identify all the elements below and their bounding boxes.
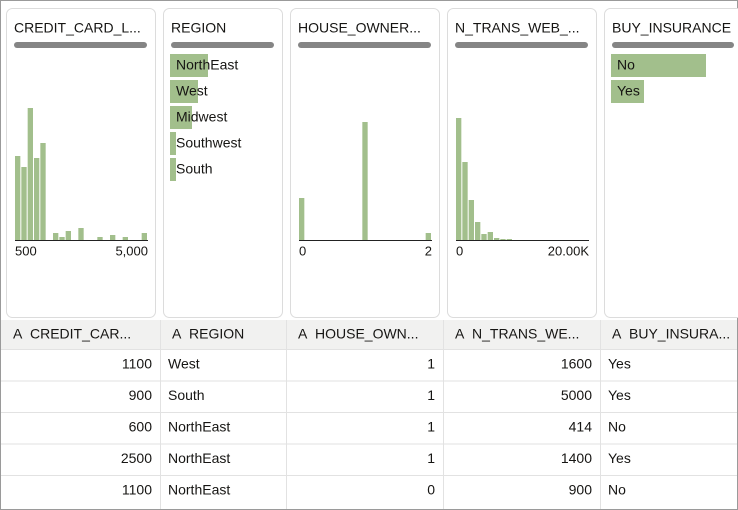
histogram-bar — [481, 234, 487, 240]
column-card[interactable]: N_TRANS_WEB_... 0 20.00K — [447, 8, 597, 318]
histogram-bar — [475, 222, 481, 240]
histogram-bar — [506, 239, 512, 240]
category-bar — [170, 132, 176, 155]
histogram-bar — [97, 237, 103, 240]
cell: 1100 — [122, 356, 152, 372]
histogram-bar — [299, 198, 305, 240]
histogram-bar — [65, 231, 71, 240]
card-title: HOUSE_OWNER... — [298, 20, 421, 36]
histogram-bar — [468, 200, 474, 240]
cell: Yes — [608, 387, 631, 403]
category-bar — [611, 80, 644, 103]
histogram-bar — [15, 156, 21, 240]
histogram-bar — [487, 232, 493, 240]
cell: NorthEast — [168, 419, 230, 435]
category-bar — [611, 54, 706, 77]
cell: No — [608, 482, 626, 498]
histogram-bar — [494, 238, 500, 240]
card-title-bar — [298, 42, 431, 48]
cell: 900 — [129, 387, 153, 403]
cell: West — [168, 356, 200, 372]
cell: South — [168, 387, 205, 403]
card-title-bar — [455, 42, 588, 48]
axis-label: 2 — [425, 243, 432, 258]
histogram-bar — [456, 118, 462, 240]
type-icon: A — [172, 326, 182, 342]
cell: 414 — [569, 419, 593, 435]
cell: NorthEast — [168, 450, 230, 466]
axis-label: 5,000 — [115, 243, 148, 258]
card — [447, 8, 597, 318]
card-title-bar — [612, 42, 734, 48]
histogram-bar — [78, 228, 84, 240]
cell: 5000 — [561, 387, 592, 403]
axis-label: 500 — [15, 243, 37, 258]
cell: 1 — [427, 387, 435, 403]
cell: 600 — [129, 419, 153, 435]
histogram-bar — [141, 233, 147, 240]
axis-label: 0 — [299, 243, 306, 258]
category-bar — [170, 158, 176, 181]
histogram-bar — [27, 108, 33, 240]
column-card[interactable]: CREDIT_CARD_L... 500 5,000 — [6, 8, 156, 318]
type-icon: A — [13, 326, 23, 342]
column-header: HOUSE_OWN... — [315, 326, 418, 342]
card-title: REGION — [171, 20, 226, 36]
cell: 1400 — [561, 450, 592, 466]
type-icon: A — [298, 326, 308, 342]
category-bar — [170, 106, 192, 129]
category-label: West — [176, 83, 208, 99]
cell: No — [608, 419, 626, 435]
histogram-bar — [53, 233, 59, 240]
histogram-bar — [110, 235, 116, 240]
column-header: REGION — [189, 326, 244, 342]
histogram-bar — [462, 162, 468, 240]
card-title-bar — [14, 42, 147, 48]
category-label: South — [176, 161, 213, 177]
category-label: Southwest — [176, 135, 241, 151]
card-title: N_TRANS_WEB_... — [455, 20, 579, 36]
cell: 900 — [569, 482, 593, 498]
column-card[interactable]: REGION NorthEast West Midwest Southwest South — [163, 8, 283, 318]
histogram-bar — [362, 122, 368, 240]
cell: 1 — [427, 356, 435, 372]
card-title-bar — [171, 42, 274, 48]
category-bar — [170, 80, 198, 103]
card-title: CREDIT_CARD_L... — [14, 20, 141, 36]
column-header: BUY_INSURA... — [629, 326, 730, 342]
histogram-bar — [500, 239, 506, 240]
histogram-bar — [34, 158, 40, 240]
category-label: Midwest — [176, 109, 227, 125]
cell: 1600 — [561, 356, 592, 372]
cell: Yes — [608, 450, 631, 466]
histogram-bar — [425, 233, 431, 240]
cell: 1100 — [122, 482, 152, 498]
type-icon: A — [612, 326, 622, 342]
cell: 1 — [427, 450, 435, 466]
type-icon: A — [455, 326, 465, 342]
histogram-bar — [21, 167, 27, 240]
column-header: CREDIT_CAR... — [30, 326, 131, 342]
column-card[interactable]: HOUSE_OWNER... 0 2 — [290, 8, 440, 318]
cell: 2500 — [121, 450, 152, 466]
column-card[interactable]: BUY_INSURANCE No Yes — [604, 8, 738, 318]
card-title: BUY_INSURANCE — [612, 20, 731, 36]
cell: NorthEast — [168, 482, 230, 498]
category-label: No — [617, 57, 635, 73]
cell: 0 — [427, 482, 435, 498]
column-header: N_TRANS_WE... — [472, 326, 579, 342]
axis-label: 0 — [456, 243, 463, 258]
cell: Yes — [608, 356, 631, 372]
header-row — [1, 320, 737, 349]
histogram-bar — [40, 143, 46, 240]
histogram-bar — [59, 237, 65, 240]
cell: 1 — [427, 419, 435, 435]
axis-label: 20.00K — [548, 243, 590, 258]
category-label: Yes — [617, 83, 640, 99]
category-label: NorthEast — [176, 57, 238, 73]
category-bar — [170, 54, 208, 77]
histogram-bar — [122, 237, 128, 240]
